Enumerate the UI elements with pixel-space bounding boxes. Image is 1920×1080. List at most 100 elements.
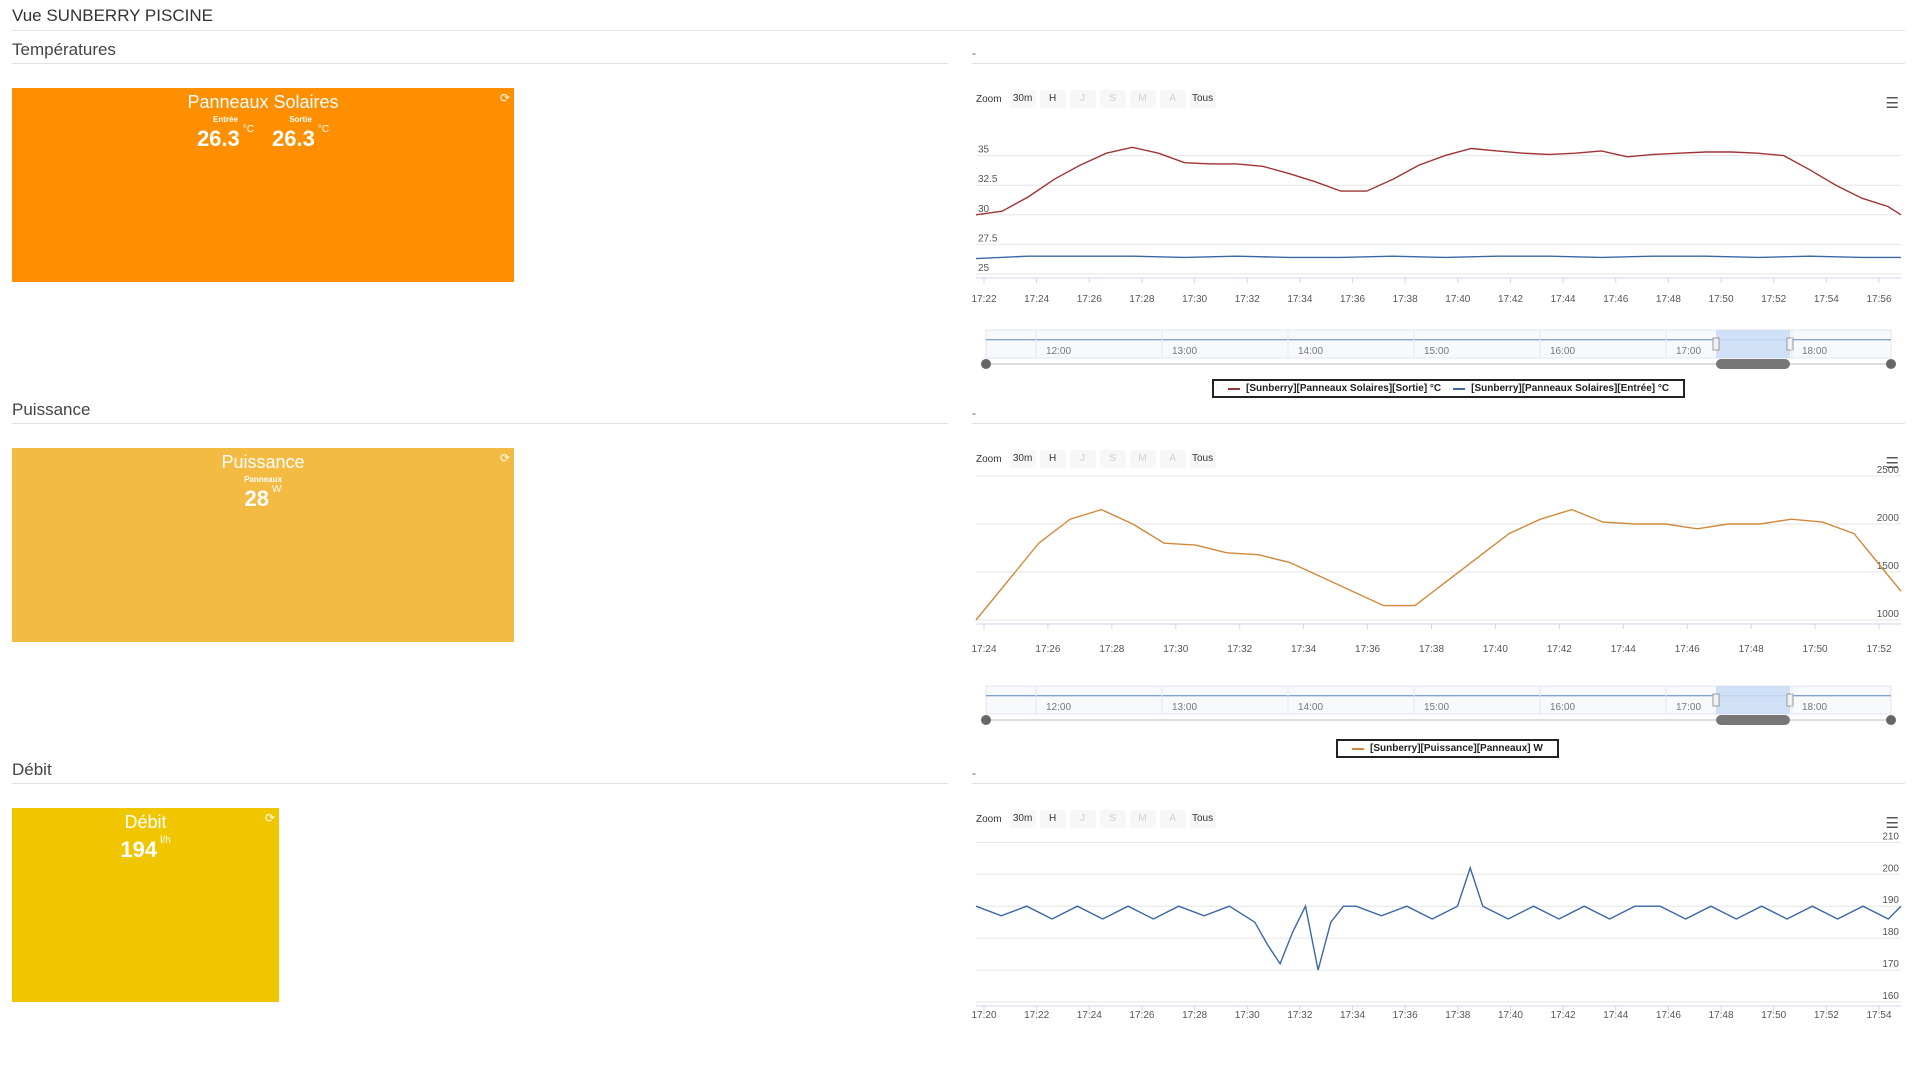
scrollbar-thumb xyxy=(1716,715,1790,725)
chart-section-divider xyxy=(972,783,1905,784)
zoom-h-button[interactable]: H xyxy=(1039,90,1066,108)
zoom-a-button[interactable]: A xyxy=(1159,450,1186,468)
x-tick-label: 17:30 xyxy=(1163,644,1188,655)
widget-title: Débit xyxy=(124,812,167,832)
scrollbar-thumb xyxy=(1716,359,1790,369)
zoom-j-button[interactable]: J xyxy=(1069,450,1096,468)
x-tick-label: 17:24 xyxy=(1024,294,1049,305)
y-tick-label: 170 xyxy=(1882,959,1899,970)
zoom-j-button[interactable]: J xyxy=(1069,810,1096,828)
x-tick-label: 17:56 xyxy=(1866,294,1891,305)
x-tick-label: 17:48 xyxy=(1739,644,1764,655)
x-tick-label: 17:32 xyxy=(1287,1010,1312,1021)
x-tick-label: 17:36 xyxy=(1355,644,1380,655)
x-tick-label: 17:34 xyxy=(1291,644,1316,655)
chart-svg: 1000 1500 2000 2500 17:24 17:26 17:28 17:30 17:3… xyxy=(972,465,1902,725)
y-tick-label: 180 xyxy=(1882,927,1899,938)
x-tick-label: 17:38 xyxy=(1419,644,1444,655)
x-tick-label: 17:26 xyxy=(1077,294,1102,305)
navigator-label: 17:00 xyxy=(1676,346,1701,357)
section-divider xyxy=(12,63,948,64)
x-tick-label: 17:32 xyxy=(1235,294,1260,305)
refresh-icon[interactable]: ⟳ xyxy=(264,811,275,825)
title-divider xyxy=(12,30,1905,31)
x-tick-label: 17:46 xyxy=(1656,1010,1681,1021)
page-title: Vue SUNBERRY PISCINE xyxy=(12,6,213,25)
navigator-label: 18:00 xyxy=(1802,346,1827,357)
zoom-bar: Zoom 30m H J S M A Tous xyxy=(976,90,1220,108)
chart-svg: 160 170 180 190 200 210 17:20 17:22 17:24 17:26 17… xyxy=(972,831,1902,1021)
series-line-0 xyxy=(975,865,1902,971)
x-tick-label: 17:26 xyxy=(1035,644,1060,655)
legend: [Sunberry][Panneaux Solaires][Sortie] °C… xyxy=(1212,379,1686,398)
x-tick-label: 17:44 xyxy=(1551,294,1576,305)
x-tick-label: 17:48 xyxy=(1656,294,1681,305)
legend-item-sortie[interactable]: [Sunberry][Panneaux Solaires][Sortie] °C xyxy=(1228,383,1441,394)
x-tick-label: 17:28 xyxy=(1182,1010,1207,1021)
x-tick-label: 17:44 xyxy=(1603,1010,1628,1021)
widget-debit: Débit ⟳ 194 l/h xyxy=(12,808,279,1002)
navigator-label: 17:00 xyxy=(1676,702,1701,713)
navigator-selection xyxy=(1716,330,1790,358)
series-line-0 xyxy=(975,146,1902,216)
x-tick-label: 17:40 xyxy=(1445,294,1470,305)
y-tick-label: 200 xyxy=(1882,863,1899,874)
x-tick-label: 17:50 xyxy=(1709,294,1734,305)
navigator-label: 15:00 xyxy=(1424,702,1449,713)
x-tick-label: 17:40 xyxy=(1483,644,1508,655)
hamburger-menu-icon[interactable]: ☰ xyxy=(1885,455,1899,472)
chart-section-divider xyxy=(972,423,1905,424)
y-tick-label: 27.5 xyxy=(978,233,998,244)
legend-item-panneaux[interactable]: [Sunberry][Puissance][Panneaux] W xyxy=(1352,743,1543,754)
x-tick-label: 17:50 xyxy=(1761,1010,1786,1021)
y-tick-label: 35 xyxy=(978,145,990,156)
widget-puissance: Puissance ⟳ Panneaux 28 W xyxy=(12,448,514,642)
x-tick-label: 17:52 xyxy=(1814,1010,1839,1021)
x-tick-label: 17:44 xyxy=(1611,644,1636,655)
zoom-label: Zoom xyxy=(976,453,1002,465)
zoom-a-button[interactable]: A xyxy=(1159,90,1186,108)
zoom-a-button[interactable]: A xyxy=(1159,810,1186,828)
zoom-m-button[interactable]: M xyxy=(1129,90,1156,108)
refresh-icon[interactable]: ⟳ xyxy=(499,451,510,465)
x-tick-label: 17:30 xyxy=(1235,1010,1260,1021)
x-tick-label: 17:50 xyxy=(1803,644,1828,655)
y-tick-label: 2000 xyxy=(1877,513,1900,524)
zoom-s-button[interactable]: S xyxy=(1099,810,1126,828)
zoom-tous-button[interactable]: Tous xyxy=(1189,90,1216,108)
zoom-m-button[interactable]: M xyxy=(1129,810,1156,828)
x-tick-label: 17:52 xyxy=(1761,294,1786,305)
x-tick-label: 17:38 xyxy=(1445,1010,1470,1021)
widget-title: Panneaux Solaires xyxy=(187,92,339,112)
zoom-h-button[interactable]: H xyxy=(1039,450,1066,468)
zoom-s-button[interactable]: S xyxy=(1099,450,1126,468)
y-tick-label: 2500 xyxy=(1877,465,1900,476)
zoom-m-button[interactable]: M xyxy=(1129,450,1156,468)
legend-item-entree[interactable]: [Sunberry][Panneaux Solaires][Entrée] °C xyxy=(1453,383,1669,394)
x-tick-label: 17:34 xyxy=(1287,294,1312,305)
chart-debit: Zoom 30m H J S M A Tous ☰ 160 170 180 190 20… xyxy=(972,810,1905,1030)
zoom-j-button[interactable]: J xyxy=(1069,90,1096,108)
refresh-icon[interactable]: ⟳ xyxy=(499,91,510,105)
navigator-selection xyxy=(1716,686,1790,714)
x-tick-label: 17:36 xyxy=(1393,1010,1418,1021)
zoom-30m-button[interactable]: 30m xyxy=(1009,450,1036,468)
hamburger-menu-icon[interactable]: ☰ xyxy=(1885,815,1899,832)
section-divider xyxy=(12,783,948,784)
navigator-label: 12:00 xyxy=(1046,346,1071,357)
zoom-s-button[interactable]: S xyxy=(1099,90,1126,108)
zoom-bar: Zoom 30m H J S M A Tous xyxy=(976,450,1220,468)
navigator-label: 13:00 xyxy=(1172,702,1197,713)
zoom-tous-button[interactable]: Tous xyxy=(1189,450,1216,468)
legend: [Sunberry][Puissance][Panneaux] W xyxy=(1336,739,1559,758)
y-tick-label: 1500 xyxy=(1877,561,1900,572)
x-tick-label: 17:38 xyxy=(1393,294,1418,305)
widget-title: Puissance xyxy=(221,452,305,472)
chart-section-divider xyxy=(972,63,1905,64)
zoom-h-button[interactable]: H xyxy=(1039,810,1066,828)
zoom-30m-button[interactable]: 30m xyxy=(1009,90,1036,108)
zoom-30m-button[interactable]: 30m xyxy=(1009,810,1036,828)
widget-panneaux-solaires: Panneaux Solaires ⟳ Entrée 26.3 °C Sortie… xyxy=(12,88,514,282)
hamburger-menu-icon[interactable]: ☰ xyxy=(1885,95,1899,112)
zoom-tous-button[interactable]: Tous xyxy=(1189,810,1216,828)
